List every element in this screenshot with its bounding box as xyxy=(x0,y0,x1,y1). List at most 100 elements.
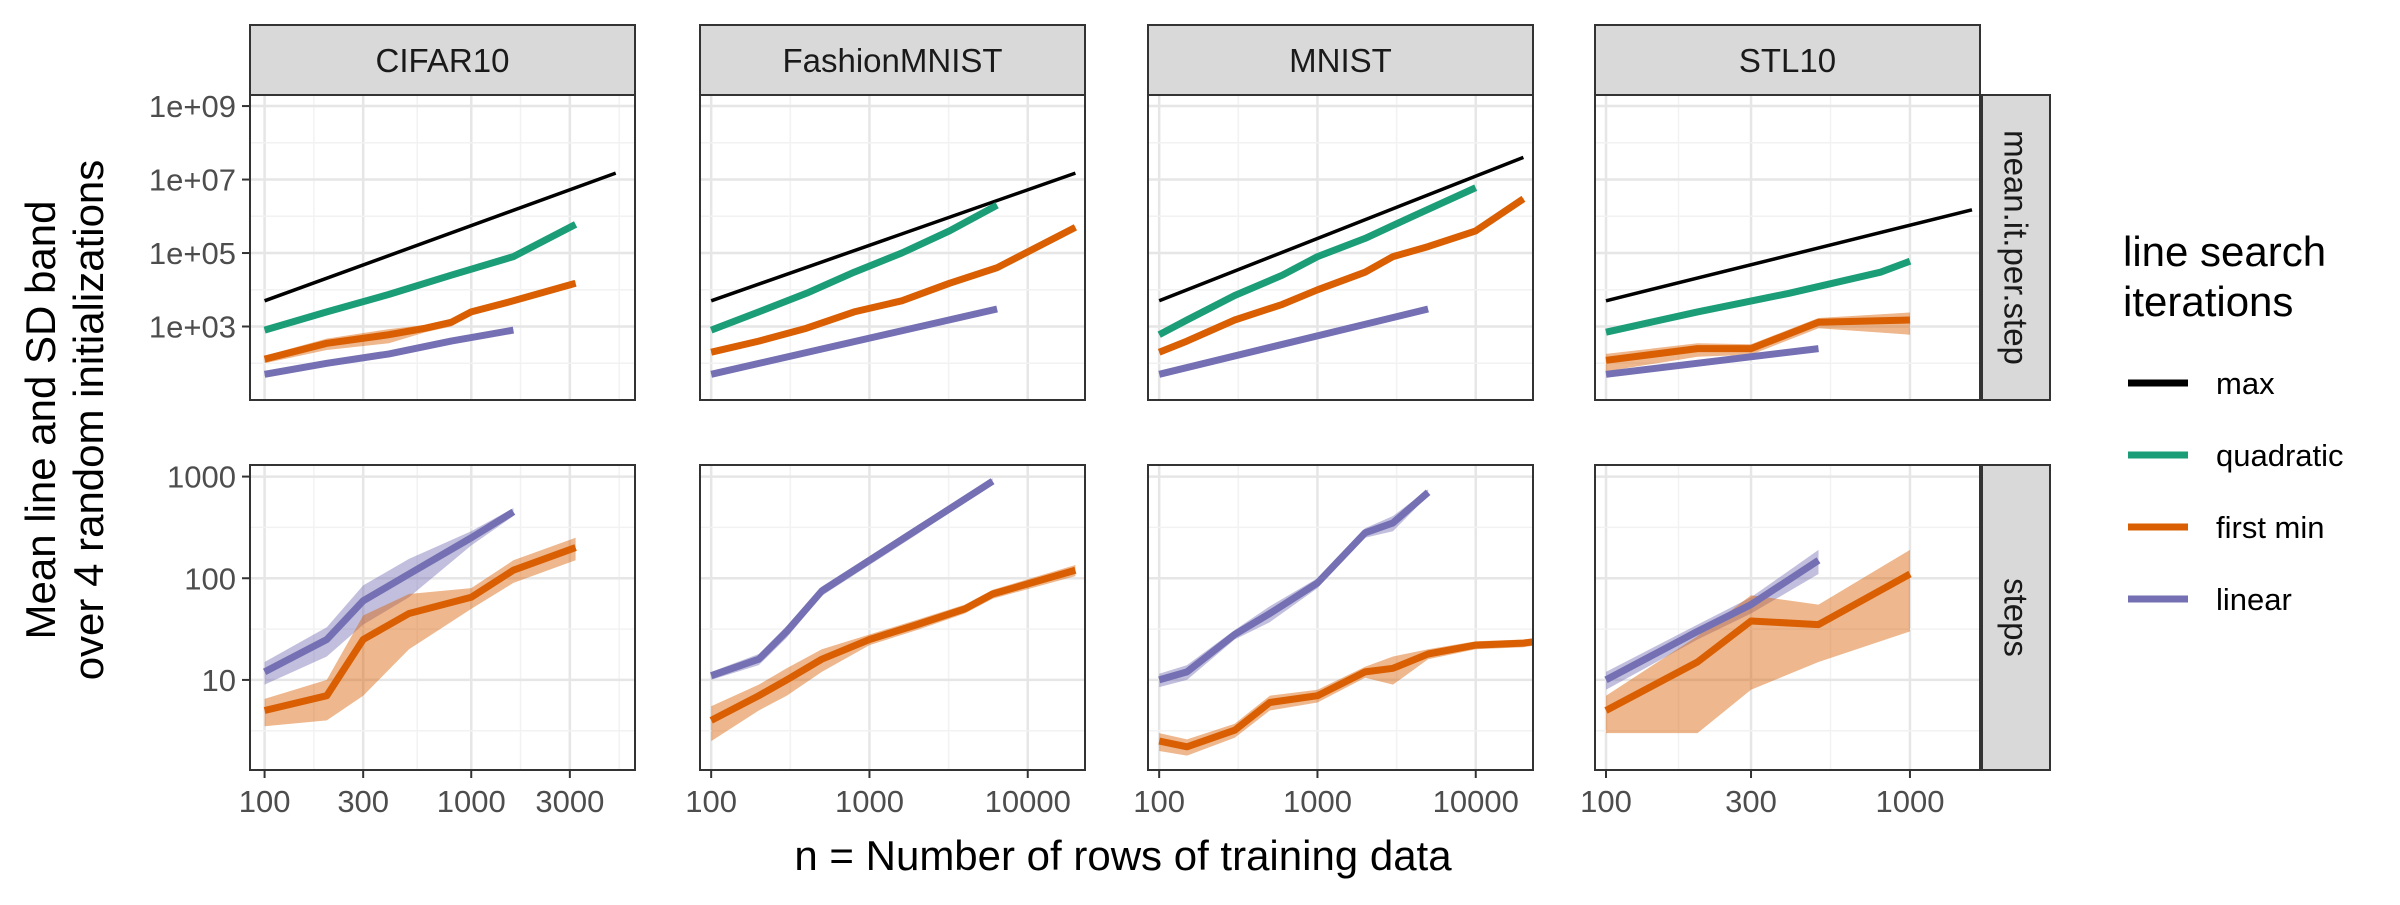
series-line-first-min xyxy=(1158,638,1533,751)
strip-fashionmnist: FashionMNIST xyxy=(699,24,1086,96)
series-line-linear xyxy=(1158,489,1431,684)
facet-mnist-steps: 100 1000 10000 xyxy=(1133,464,1534,819)
series-line-max xyxy=(264,171,617,303)
series-line-linear xyxy=(1605,345,1819,378)
plot-area xyxy=(699,464,1086,771)
strip-mnist: MNIST xyxy=(1147,24,1534,96)
strip-label: CIFAR10 xyxy=(376,42,510,79)
legend-item-first-min: first min xyxy=(2128,510,2325,545)
strip-box xyxy=(1981,94,2051,401)
series-line-first-min xyxy=(1157,195,1526,356)
facet-stl10-mean.it.per.step: mean.it.per.step xyxy=(1594,94,2051,401)
facet-cifar10-steps: 10 100 1000 100 300 1000 3000 xyxy=(167,460,636,819)
x-tick-label: 100 xyxy=(685,784,737,819)
series-line-linear xyxy=(262,508,516,676)
plot-border xyxy=(1147,94,1534,401)
x-tick-label: 1000 xyxy=(437,784,506,819)
panel-fashionmnist: FashionMNIST 100 1000 10000 xyxy=(685,24,1086,819)
series-line-quadratic xyxy=(709,202,999,334)
panel-mnist: MNIST 100 1000 10000 xyxy=(1133,24,1534,819)
plot-border xyxy=(699,464,1086,771)
strip-label: MNIST xyxy=(1289,42,1392,79)
plot-area xyxy=(249,94,636,401)
strip-cifar10: CIFAR10 xyxy=(249,24,636,96)
legend-label: max xyxy=(2216,366,2275,401)
series-line-first-min xyxy=(710,224,1078,356)
series-line-max xyxy=(710,171,1076,303)
strip-box xyxy=(249,24,636,96)
legend-label: first min xyxy=(2216,510,2325,545)
series-group xyxy=(709,478,1077,742)
legend-title-line2: iterations xyxy=(2123,278,2293,325)
facet-fashionmnist-mean.it.per.step xyxy=(699,94,1086,401)
series-line-first-min xyxy=(1605,316,1911,364)
series-group xyxy=(1605,208,1973,378)
y-tick-label: 10 xyxy=(202,663,236,698)
series-line-linear xyxy=(710,305,998,378)
y-axis-title-line1: Mean line and SD band xyxy=(17,201,64,640)
facet-cifar10-mean.it.per.step: 1e+03 1e+05 1e+07 1e+09 xyxy=(149,89,636,401)
facet-stl10-steps: 100 300 1000 steps xyxy=(1580,464,2051,819)
strip-label: FashionMNIST xyxy=(782,42,1002,79)
x-tick-label: 10000 xyxy=(1433,784,1519,819)
x-tick-label: 1000 xyxy=(835,784,904,819)
strip-label: STL10 xyxy=(1739,42,1836,79)
series-line-linear xyxy=(1604,557,1821,683)
x-tick-label: 1000 xyxy=(1283,784,1352,819)
x-tick-label: 100 xyxy=(239,784,291,819)
plot-border xyxy=(1594,94,1981,401)
plot-border xyxy=(1594,464,1981,771)
strip-label: steps xyxy=(1998,578,2035,657)
panel-stl10: STL10 mean.it.per.step 100 300 1000 steps xyxy=(1580,24,2051,819)
legend-items: max quadratic first min linear xyxy=(2128,366,2344,617)
legend-item-max: max xyxy=(2128,366,2275,401)
series-group xyxy=(1157,155,1526,378)
x-tick-label: 10000 xyxy=(985,784,1071,819)
series-group xyxy=(263,171,617,378)
series-group xyxy=(709,171,1078,378)
sd-band-first-min xyxy=(1606,312,1910,372)
panel-cifar10: CIFAR10 1e+03 1e+05 1e+07 1e+09 10 100 1000 100 3… xyxy=(149,24,636,819)
series-line-first-min xyxy=(709,566,1077,724)
series-line-quadratic xyxy=(1157,184,1478,338)
y-tick-label: 1e+03 xyxy=(149,310,236,345)
series-line-linear xyxy=(263,326,515,378)
sd-band-first-min xyxy=(264,537,576,727)
strip-box xyxy=(1594,24,1981,96)
strip-box xyxy=(1981,464,2051,771)
plot-border xyxy=(1147,464,1534,771)
strip-row-mean.it.per.step: mean.it.per.step xyxy=(1981,94,2051,401)
y-axis-title: Mean line and SD band over 4 random init… xyxy=(17,160,112,681)
strip-label: mean.it.per.step xyxy=(1998,130,2035,365)
series-group xyxy=(1604,549,1912,734)
legend-label: quadratic xyxy=(2216,438,2344,473)
strip-box xyxy=(699,24,1086,96)
y-tick-label: 1e+07 xyxy=(149,163,236,198)
strip-row-steps: steps xyxy=(1981,464,2051,771)
series-line-first-min xyxy=(263,279,577,363)
panel-grid: CIFAR10 1e+03 1e+05 1e+07 1e+09 10 100 1000 100 3… xyxy=(149,24,2051,819)
series-line-max xyxy=(1605,208,1973,303)
legend: line search iterations max quadratic first… xyxy=(2123,228,2344,617)
series-line-quadratic xyxy=(1605,257,1912,336)
series-line-max xyxy=(1158,155,1525,303)
y-tick-label: 1000 xyxy=(167,460,236,495)
y-axis-title-line2: over 4 random initializations xyxy=(65,160,112,681)
facet-mnist-mean.it.per.step xyxy=(1147,94,1534,401)
legend-title-line1: line search xyxy=(2123,228,2326,275)
facet-fashionmnist-steps: 100 1000 10000 xyxy=(685,464,1086,819)
x-tick-label: 3000 xyxy=(535,784,604,819)
series-group xyxy=(1158,489,1533,756)
legend-item-linear: linear xyxy=(2128,582,2292,617)
x-tick-label: 300 xyxy=(1725,784,1777,819)
series-line-quadratic xyxy=(263,221,578,334)
y-tick-label: 1e+09 xyxy=(149,89,236,124)
y-tick-label: 1e+05 xyxy=(149,236,236,271)
plot-border xyxy=(249,464,636,771)
x-tick-label: 100 xyxy=(1133,784,1185,819)
series-line-linear xyxy=(710,478,995,680)
x-axis-title: n = Number of rows of training data xyxy=(794,832,1452,879)
x-axis-title-text: n = Number of rows of training data xyxy=(794,832,1452,879)
series-group xyxy=(262,508,577,727)
